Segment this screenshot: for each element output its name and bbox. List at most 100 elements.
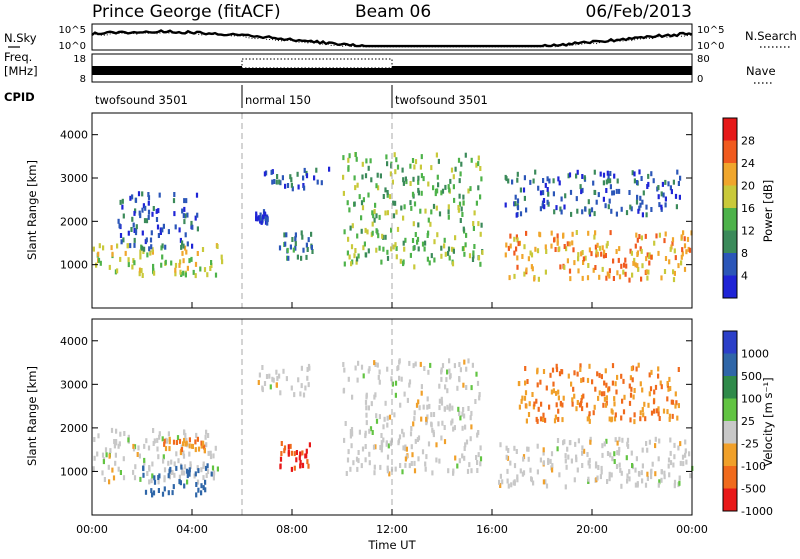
heatmap-cell (530, 252, 534, 258)
heatmap-cell (302, 247, 305, 253)
heatmap-cell (216, 466, 219, 472)
heatmap-cell (402, 445, 405, 451)
heatmap-cell (380, 433, 383, 438)
heatmap-cell (587, 263, 590, 268)
heatmap-cell (361, 161, 364, 167)
heatmap-cell (214, 272, 218, 278)
heatmap-cell (395, 209, 398, 215)
heatmap-cell (516, 177, 519, 183)
heatmap-cell (525, 207, 528, 213)
heatmap-cell (440, 376, 443, 382)
heatmap-cell (666, 381, 669, 386)
heatmap-cell (429, 221, 432, 227)
heatmap-cell (368, 366, 371, 372)
heatmap-cell (453, 197, 456, 203)
heatmap-cell (583, 175, 586, 181)
heatmap-cell (673, 248, 676, 254)
heatmap-cell (307, 382, 310, 388)
heatmap-cell (206, 469, 210, 475)
heatmap-cell (441, 363, 445, 369)
heatmap-cell (669, 246, 672, 252)
heatmap-cell (384, 210, 387, 216)
heatmap-cell (110, 245, 113, 251)
heatmap-cell (159, 227, 162, 233)
heatmap-cell (413, 164, 416, 170)
heatmap-cell (355, 259, 358, 265)
heatmap-cell (507, 483, 510, 489)
heatmap-cell (641, 199, 644, 205)
heatmap-cell (204, 487, 207, 493)
heatmap-cell (638, 169, 641, 175)
colorbar-segment (723, 421, 737, 444)
heatmap-cell (416, 236, 420, 242)
heatmap-cell (377, 185, 380, 191)
heatmap-cell (196, 226, 199, 232)
heatmap-cell (473, 210, 476, 216)
heatmap-cell (303, 167, 306, 173)
heatmap-cell (390, 163, 393, 169)
heatmap-cell (634, 243, 637, 249)
heatmap-cell (689, 473, 692, 479)
heatmap-cell (440, 400, 444, 406)
heatmap-cell (364, 399, 368, 405)
heatmap-cell (471, 362, 474, 368)
heatmap-cell (463, 359, 466, 365)
heatmap-cell (616, 440, 619, 446)
heatmap-cell (210, 471, 213, 477)
heatmap-cell (316, 179, 319, 185)
heatmap-cell (581, 209, 584, 215)
heatmap-cell (203, 444, 206, 450)
heatmap-cell (382, 424, 385, 430)
heatmap-cell (375, 247, 378, 253)
heatmap-cell (504, 252, 507, 258)
heatmap-cell (354, 365, 357, 371)
heatmap-cell (644, 482, 648, 488)
heatmap-cell (374, 202, 377, 208)
heatmap-cell (393, 152, 396, 158)
heatmap-cell (189, 463, 192, 469)
heatmap-cell (470, 385, 473, 391)
heatmap-cell (662, 192, 665, 198)
heatmap-cell (569, 189, 573, 195)
heatmap-cell (148, 246, 151, 252)
heatmap-cell (426, 404, 429, 410)
heatmap-cell (631, 463, 634, 468)
heatmap-cell (631, 272, 634, 278)
heatmap-cell (156, 446, 159, 452)
heatmap-cell (183, 464, 187, 470)
heatmap-cell (349, 466, 352, 472)
heatmap-cell (648, 260, 651, 266)
heatmap-cell (195, 482, 198, 487)
heatmap-cell (265, 374, 269, 379)
heatmap-cell (182, 450, 185, 456)
heatmap-cell (514, 201, 517, 207)
heatmap-cell (684, 452, 687, 458)
heatmap-cell (632, 394, 635, 400)
heatmap-cell (626, 441, 629, 447)
heatmap-cell (529, 179, 532, 185)
heatmap-cell (417, 456, 420, 462)
heatmap-cell (421, 449, 425, 455)
nsearch-label: N.Search (745, 29, 797, 43)
heatmap-cell (641, 263, 644, 269)
heatmap-cell (631, 170, 634, 176)
heatmap-cell (583, 448, 586, 454)
heatmap-cell (310, 231, 313, 237)
heatmap-cell (462, 194, 465, 200)
heatmap-cell (685, 459, 688, 465)
heatmap-cell (606, 178, 610, 184)
heatmap-cell (171, 469, 174, 475)
heatmap-cell (595, 252, 598, 258)
heatmap-cell (355, 156, 358, 162)
heatmap-cell (448, 374, 452, 380)
heatmap-cell (111, 467, 114, 473)
heatmap-cell (559, 400, 562, 406)
heatmap-cell (447, 209, 450, 215)
x-tick-label: 00:00 (76, 523, 108, 536)
heatmap-cell (588, 457, 591, 463)
cpid-segment-label: normal 150 (245, 93, 311, 107)
heatmap-cell (185, 249, 188, 255)
heatmap-cell (161, 227, 164, 233)
heatmap-cell (648, 372, 651, 378)
heatmap-cell (564, 458, 567, 464)
